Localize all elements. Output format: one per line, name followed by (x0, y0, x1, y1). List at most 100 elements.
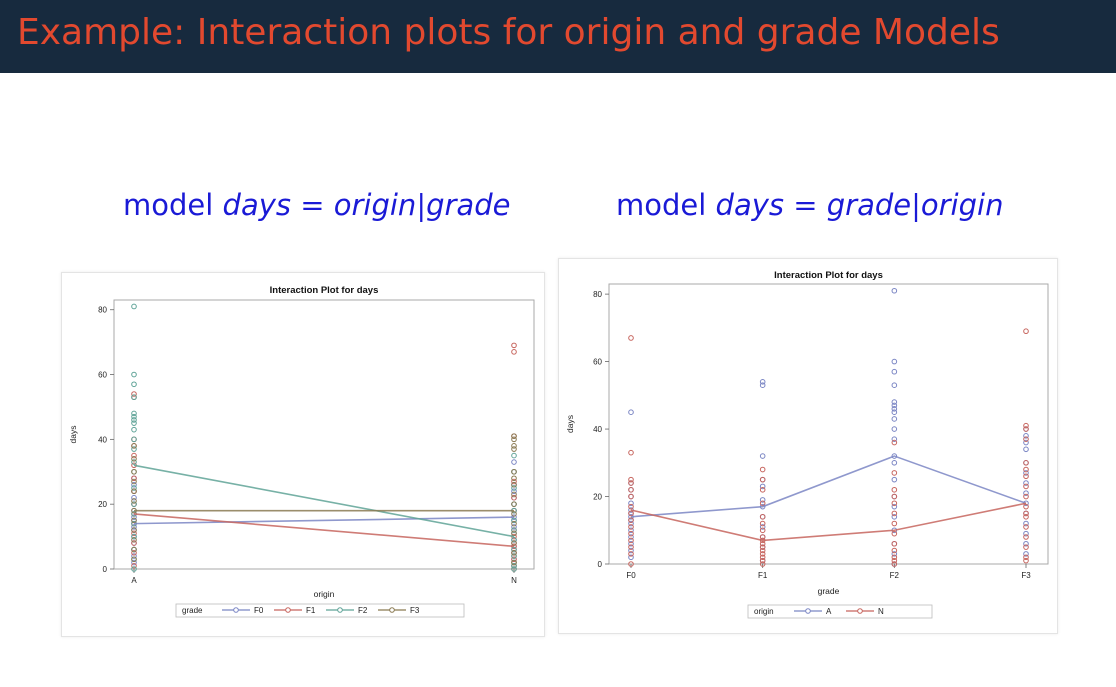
data-point (131, 494, 137, 501)
data-point (1023, 520, 1029, 527)
data-point (511, 520, 517, 527)
data-point (628, 510, 634, 517)
data-point (759, 382, 766, 389)
data-point (511, 478, 517, 485)
data-point (891, 399, 898, 405)
data-point (628, 493, 634, 500)
series-mean-line (630, 502, 1027, 542)
data-point (628, 480, 634, 486)
data-point (891, 520, 898, 527)
data-point (891, 486, 898, 493)
data-point (131, 514, 137, 520)
data-point (511, 446, 517, 452)
data-point (131, 436, 137, 443)
data-point (1023, 544, 1029, 550)
data-point (1023, 503, 1029, 510)
data-point (1023, 480, 1029, 486)
data-point (511, 537, 517, 543)
data-point (1023, 426, 1029, 432)
interaction-plot-origin: Interaction Plot for days 0 20 40 60 80 A Norig… (68, 285, 535, 618)
data-point (1023, 551, 1029, 557)
data-point (759, 497, 766, 503)
formula-term-b: origin (920, 188, 1004, 222)
data-point (759, 527, 766, 534)
data-point (759, 561, 766, 567)
data-point (131, 443, 137, 449)
formula-equals: = (793, 188, 818, 222)
legend-marker (857, 608, 863, 614)
data-point (511, 443, 517, 449)
data-point (131, 413, 137, 420)
data-point (1023, 530, 1029, 537)
data-point (759, 557, 766, 564)
data-point (628, 517, 634, 523)
data-point (131, 452, 137, 459)
data-point (511, 459, 517, 465)
data-point (511, 556, 517, 563)
data-point (511, 517, 517, 524)
series-mean-line (133, 513, 515, 548)
data-point (131, 524, 137, 530)
data-point (131, 459, 137, 465)
data-point (511, 491, 517, 498)
data-point (1023, 490, 1029, 496)
data-point (891, 561, 898, 567)
data-point (891, 382, 898, 389)
data-point (131, 537, 137, 543)
data-point (891, 406, 898, 412)
data-point (1023, 540, 1029, 547)
data-point (1023, 557, 1029, 564)
data-point (891, 416, 898, 422)
data-point (131, 481, 137, 488)
data-point (1023, 534, 1029, 540)
data-point (511, 527, 517, 533)
data-point (1023, 436, 1029, 442)
y-tick-label: 80 (593, 290, 602, 299)
data-point (891, 540, 898, 547)
data-point (628, 561, 634, 567)
data-point (628, 476, 634, 483)
data-point (511, 549, 517, 556)
interaction-plot-grade: Interaction Plot for days 0 20 40 60 80 F0 F1 F2… (565, 270, 1049, 619)
data-point (1023, 470, 1029, 476)
data-point (628, 551, 634, 557)
data-point (131, 540, 137, 546)
data-point (628, 530, 634, 537)
formula-term-a: grade (826, 188, 912, 222)
data-point (759, 544, 766, 550)
data-point (511, 485, 517, 491)
legend-label: N (878, 607, 884, 616)
legend-label: F3 (410, 606, 420, 615)
data-point (1023, 554, 1029, 561)
y-tick-label: 40 (98, 435, 107, 444)
data-point (1023, 466, 1029, 473)
legend-label: A (826, 607, 832, 616)
formula-term-a: origin (333, 188, 417, 222)
data-point (131, 559, 137, 566)
data-point (1023, 433, 1029, 439)
data-point (891, 439, 898, 446)
data-point (131, 371, 137, 378)
data-point (131, 566, 137, 572)
formula-lhs: days (222, 188, 291, 222)
data-point (891, 551, 898, 557)
data-point (628, 449, 634, 456)
chart-title: Interaction Plot for days (270, 285, 379, 296)
data-point (891, 459, 898, 466)
data-point (891, 470, 898, 476)
y-axis-label: days (68, 426, 78, 444)
series-mean-line (630, 455, 1027, 518)
slide-title: Example: Interaction plots for origin an… (17, 12, 1000, 53)
plot-frame (608, 283, 1049, 565)
data-point (131, 530, 137, 537)
data-point (131, 303, 137, 310)
data-point (759, 513, 766, 520)
data-point (131, 556, 137, 563)
formula-bar: | (416, 188, 427, 222)
data-point (511, 546, 517, 553)
x-tick-label: A (131, 576, 137, 585)
data-point (511, 501, 517, 507)
y-tick-label: 40 (593, 425, 602, 434)
data-point (511, 475, 517, 482)
